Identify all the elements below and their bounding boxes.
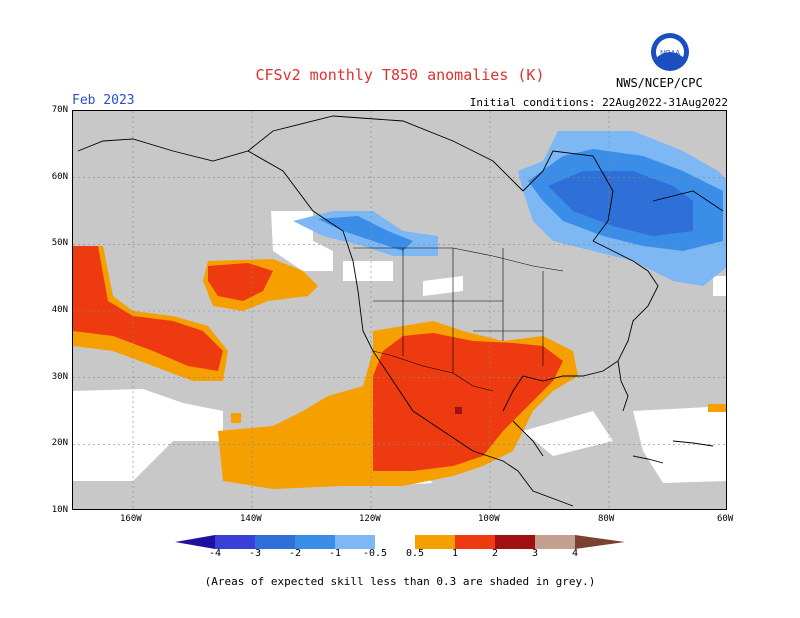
svg-text:NOAA: NOAA xyxy=(660,50,680,57)
colorbar-label-m05: -0.5 xyxy=(362,548,388,559)
colorbar-swatch-plus1 xyxy=(455,535,495,549)
skill-footnote: (Areas of expected skill less than 0.3 a… xyxy=(204,575,596,588)
chart-title: CFSv2 monthly T850 anomalies (K) xyxy=(255,66,545,84)
lat-label-70n: 70N xyxy=(51,105,68,115)
initial-conditions: Initial conditions: 22Aug2022-31Aug2022 xyxy=(469,96,728,109)
colorbar-swatch-plus2 xyxy=(495,535,535,549)
lat-label-10n: 10N xyxy=(51,505,68,515)
lon-label-140w: 140W xyxy=(240,514,262,524)
lon-label-160w: 160W xyxy=(120,514,142,524)
colorbar-swatch-above-4 xyxy=(575,535,625,549)
colorbar-swatch-minus4 xyxy=(215,535,255,549)
lat-label-40n: 40N xyxy=(51,305,68,315)
colorbar-swatch-minus2 xyxy=(295,535,335,549)
colorbar-label-p4: 4 xyxy=(571,548,579,559)
lat-label-50n: 50N xyxy=(51,238,68,248)
lat-label-60n: 60N xyxy=(51,172,68,182)
colorbar-swatch-plus3 xyxy=(535,535,575,549)
coastlines xyxy=(77,115,724,507)
agency-label: NWS/NCEP/CPC xyxy=(616,76,703,90)
forecast-month: Feb 2023 xyxy=(72,93,135,108)
colorbar-swatch-plus05 xyxy=(415,535,455,549)
colorbar-label-p3: 3 xyxy=(531,548,539,559)
colorbar-label-m3: -3 xyxy=(248,548,262,559)
colorbar-label-p05: 0.5 xyxy=(405,548,425,559)
colorbar-label-m4: -4 xyxy=(208,548,222,559)
colorbar-swatch-minus3 xyxy=(255,535,295,549)
lat-label-20n: 20N xyxy=(51,438,68,448)
colorbar-label-m2: -2 xyxy=(288,548,302,559)
anomaly-map xyxy=(72,110,727,510)
graticule xyxy=(73,111,726,509)
lat-label-30n: 30N xyxy=(51,372,68,382)
lon-label-100w: 100W xyxy=(478,514,500,524)
colorbar-label-m1: -1 xyxy=(328,548,342,559)
colorbar-swatch-minus1 xyxy=(335,535,375,549)
lon-label-80w: 80W xyxy=(598,514,615,524)
warm-anomaly-regions xyxy=(73,246,726,489)
noaa-logo-icon: NOAA xyxy=(650,32,690,72)
colorbar-swatch-neutral xyxy=(375,535,415,549)
colorbar-swatch-below-4 xyxy=(175,535,215,549)
colorbar-label-p1: 1 xyxy=(451,548,459,559)
cool-anomaly-regions xyxy=(293,131,726,286)
colorbar-label-p2: 2 xyxy=(491,548,499,559)
lon-label-120w: 120W xyxy=(359,514,381,524)
boundaries xyxy=(353,247,564,392)
lon-label-60w: 60W xyxy=(717,514,734,524)
colorbar xyxy=(175,534,625,549)
